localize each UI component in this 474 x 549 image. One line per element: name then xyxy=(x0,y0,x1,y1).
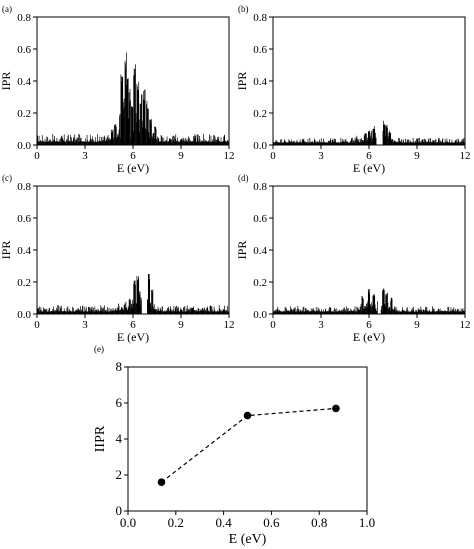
x-tick-label: 9 xyxy=(414,319,420,331)
y-axis-label: IPR xyxy=(0,72,13,91)
iipr-data-point xyxy=(243,411,252,420)
ipr-bars xyxy=(272,288,466,314)
ipr-bars xyxy=(272,120,466,145)
y-tick-label: 6 xyxy=(116,395,123,410)
x-tick-label: 0.4 xyxy=(215,515,232,530)
panel-label: (c) xyxy=(2,173,12,183)
y-tick-label: 0.6 xyxy=(253,44,267,56)
x-tick-label: 0 xyxy=(34,319,40,331)
y-tick-label: 0.8 xyxy=(253,181,267,193)
x-tick-label: 12 xyxy=(224,150,235,162)
x-tick-label: 9 xyxy=(178,319,184,331)
x-tick-label: 0 xyxy=(34,150,40,162)
y-tick-label: 0.8 xyxy=(253,12,267,24)
x-tick-label: 0.0 xyxy=(120,515,136,530)
x-tick-label: 6 xyxy=(130,319,136,331)
x-tick-label: 3 xyxy=(82,150,88,162)
iipr-series-line xyxy=(161,407,336,483)
plot-frame xyxy=(272,16,466,146)
panel-label: (a) xyxy=(2,4,12,14)
x-axis-label: E (eV) xyxy=(353,161,385,175)
x-tick-label: 9 xyxy=(414,150,420,162)
y-axis-label: IPR xyxy=(235,72,249,91)
y-tick-label: 0.8 xyxy=(17,12,31,24)
x-tick-label: 3 xyxy=(318,319,324,331)
y-tick-label: 2 xyxy=(116,467,123,482)
y-tick-label: 0.2 xyxy=(253,108,267,120)
x-tick-label: 6 xyxy=(130,150,136,162)
y-axis-label: IPR xyxy=(235,241,249,260)
x-tick-label: 1.0 xyxy=(359,515,375,530)
y-tick-label: 0 xyxy=(116,503,123,518)
x-tick-label: 0 xyxy=(270,319,276,331)
x-tick-label: 3 xyxy=(82,319,88,331)
x-tick-label: 3 xyxy=(318,150,324,162)
x-tick-label: 0.2 xyxy=(168,515,184,530)
y-tick-label: 0.4 xyxy=(253,76,267,88)
x-tick-label: 0 xyxy=(270,150,276,162)
y-tick-label: 0.4 xyxy=(17,76,31,88)
y-tick-label: 0.6 xyxy=(17,44,31,56)
x-tick-label: 12 xyxy=(460,319,471,331)
plot-frame xyxy=(36,185,230,315)
x-tick-label: 6 xyxy=(366,150,372,162)
y-tick-label: 0.6 xyxy=(17,213,31,225)
x-tick-label: 12 xyxy=(224,319,235,331)
y-tick-label: 0.4 xyxy=(17,245,31,257)
panel-label: (b) xyxy=(238,4,249,14)
y-tick-label: 0.6 xyxy=(253,213,267,225)
x-tick-label: 9 xyxy=(178,150,184,162)
y-axis-label: IIPR xyxy=(93,425,108,452)
ipr-bars xyxy=(36,273,230,314)
x-tick-label: 12 xyxy=(460,150,471,162)
y-tick-label: 0.2 xyxy=(17,277,31,289)
y-tick-label: 8 xyxy=(116,359,123,374)
y-tick-label: 0.0 xyxy=(17,309,31,321)
panel-label: (e) xyxy=(94,344,104,354)
y-tick-label: 0.0 xyxy=(17,140,31,152)
y-tick-label: 4 xyxy=(116,431,123,446)
plot-frame xyxy=(127,366,368,512)
y-tick-label: 0.4 xyxy=(253,245,267,257)
panel-label: (d) xyxy=(238,173,249,183)
x-axis-label: E (eV) xyxy=(229,532,267,547)
y-tick-label: 0.0 xyxy=(253,140,267,152)
x-axis-label: E (eV) xyxy=(353,330,385,344)
x-axis-label: E (eV) xyxy=(117,330,149,344)
y-tick-label: 0.2 xyxy=(253,277,267,289)
y-tick-label: 0.8 xyxy=(17,181,31,193)
y-tick-label: 0.2 xyxy=(17,108,31,120)
y-axis-label: IPR xyxy=(0,241,13,260)
iipr-data-point xyxy=(157,478,166,487)
iipr-data-point xyxy=(332,404,340,413)
y-tick-label: 0.0 xyxy=(253,309,267,321)
ipr-bars xyxy=(36,52,230,145)
x-tick-label: 0.6 xyxy=(263,515,280,530)
x-axis-label: E (eV) xyxy=(117,161,149,175)
x-tick-label: 0.8 xyxy=(311,515,327,530)
x-tick-label: 6 xyxy=(366,319,372,331)
